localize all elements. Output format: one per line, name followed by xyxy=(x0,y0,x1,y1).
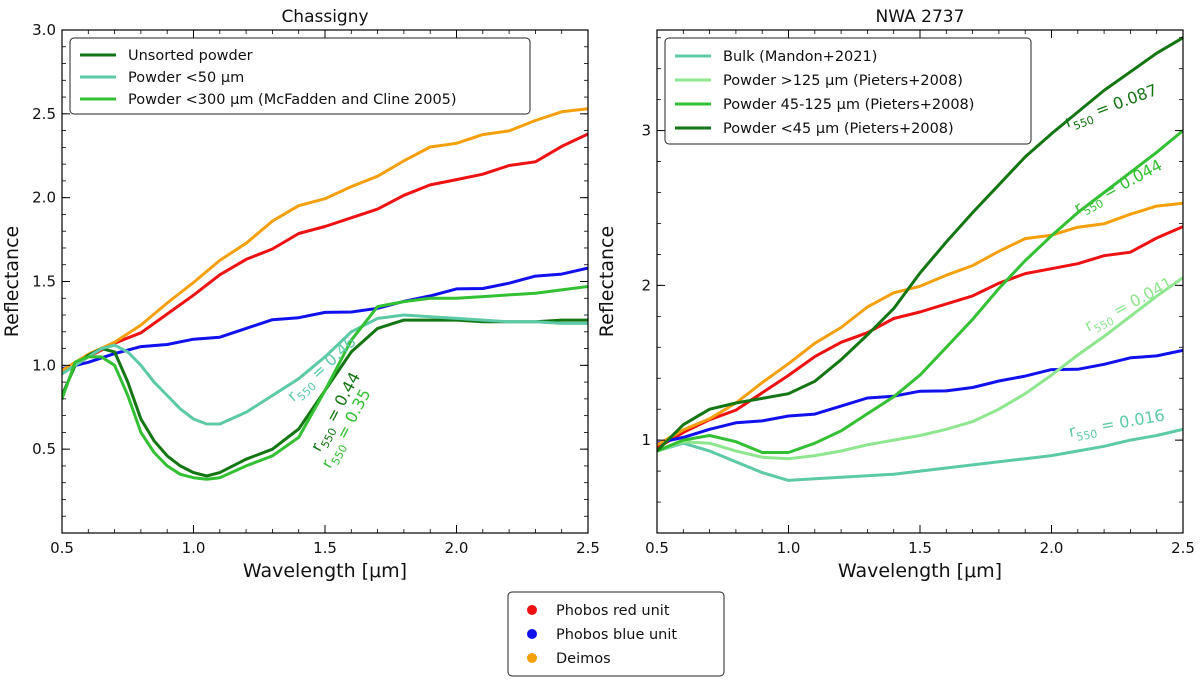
series-line-3 xyxy=(657,201,1183,447)
x-tick-label: 2.5 xyxy=(1171,539,1195,557)
series-line-6 xyxy=(657,129,1183,454)
y-tick-label: 2 xyxy=(641,276,651,294)
series-line-1 xyxy=(657,225,1183,450)
y-tick-label: 3.0 xyxy=(32,21,56,39)
annotation-value: = 0.087 xyxy=(1088,80,1160,122)
figure-legend-entry: Phobos red unit xyxy=(556,603,670,619)
legend-entry: Powder <50 μm xyxy=(128,70,244,86)
chart-title: NWA 2737 xyxy=(876,7,965,27)
legend-entry: Bulk (Mandon+2021) xyxy=(723,49,877,65)
figure-legend: Phobos red unit Phobos blue unit Deimos xyxy=(507,591,725,677)
r550-annotation: r550 = 0.016 xyxy=(1067,405,1166,444)
x-axis-label: Wavelength [μm] xyxy=(838,560,1002,582)
series-line-7 xyxy=(657,36,1183,453)
legend-entry: Powder >125 μm (Pieters+2008) xyxy=(723,73,963,89)
y-tick-label: 2.5 xyxy=(32,105,56,123)
chart-legend xyxy=(69,37,531,115)
series-line-2 xyxy=(657,348,1183,445)
y-tick-label: 0.5 xyxy=(32,440,56,458)
chart-title: Chassigny xyxy=(281,7,368,27)
series-line-2 xyxy=(62,266,588,371)
y-tick-label: 3 xyxy=(641,122,651,140)
legend-entry: Powder <45 μm (Pieters+2008) xyxy=(723,121,954,137)
chart-panel-2: 0.5 1.0 1.5 2.0 2.5 1 2 3 NWA 2737 Wavelength [μm… xyxy=(596,7,1195,582)
r550-annotation: r550 = 0.087 xyxy=(1062,80,1161,135)
legend-entry: Powder <300 μm (McFadden and Cline 2005) xyxy=(128,92,457,108)
annotation-subscript: 550 xyxy=(1076,427,1099,443)
series-group xyxy=(657,36,1183,482)
figure-legend-box xyxy=(507,591,725,677)
annotation-symbol: r xyxy=(1067,421,1077,441)
y-tick-label: 1.0 xyxy=(32,356,56,374)
series-line-4 xyxy=(657,427,1183,482)
annotation-value: = 0.044 xyxy=(1095,155,1165,204)
x-tick-label: 2.0 xyxy=(1040,539,1064,557)
annotation-subscript: 550 xyxy=(329,443,350,468)
series-line-4 xyxy=(62,318,588,478)
legend-marker xyxy=(527,605,537,615)
figure-legend-entry: Phobos blue unit xyxy=(556,627,677,643)
r550-annotation: r550 = 0.044 xyxy=(1071,155,1167,221)
r550-annotation: r550 = 0.041 xyxy=(1081,273,1177,339)
legend-marker xyxy=(527,629,537,639)
x-tick-label: 0.5 xyxy=(50,539,74,557)
x-tick-label: 1.0 xyxy=(777,539,801,557)
x-tick-label: 2.5 xyxy=(576,539,600,557)
y-axis-label: Reflectance xyxy=(596,226,618,337)
series-group xyxy=(62,107,588,481)
annotation-value: = 0.041 xyxy=(1106,273,1176,322)
y-tick-label: 1.5 xyxy=(32,273,56,291)
series-line-5 xyxy=(62,313,588,426)
x-tick-label: 2.0 xyxy=(445,539,469,557)
y-tick-label: 1 xyxy=(641,431,651,449)
annotation-value: = 0.016 xyxy=(1094,405,1166,436)
figure-legend-entry: Deimos xyxy=(556,651,611,667)
legend-entry: Unsorted powder xyxy=(128,48,253,64)
series-line-3 xyxy=(62,107,588,372)
chart-legend xyxy=(664,37,1032,145)
chart-panel-1: 0.5 1.0 1.5 2.0 2.5 0.5 1.0 1.5 2.0 2.5 3.0 Chassig… xyxy=(1,7,600,582)
x-tick-label: 1.5 xyxy=(313,539,337,557)
x-tick-label: 0.5 xyxy=(645,539,669,557)
y-axis-label: Reflectance xyxy=(1,226,23,337)
x-axis-label: Wavelength [μm] xyxy=(243,560,407,582)
series-line-1 xyxy=(62,132,588,376)
series-line-5 xyxy=(657,276,1183,461)
legend-marker xyxy=(527,653,537,663)
series-line-6 xyxy=(62,285,588,481)
x-tick-label: 1.0 xyxy=(182,539,206,557)
y-tick-label: 2.0 xyxy=(32,189,56,207)
legend-entry: Powder 45-125 μm (Pieters+2008) xyxy=(723,97,974,113)
x-tick-label: 1.5 xyxy=(908,539,932,557)
